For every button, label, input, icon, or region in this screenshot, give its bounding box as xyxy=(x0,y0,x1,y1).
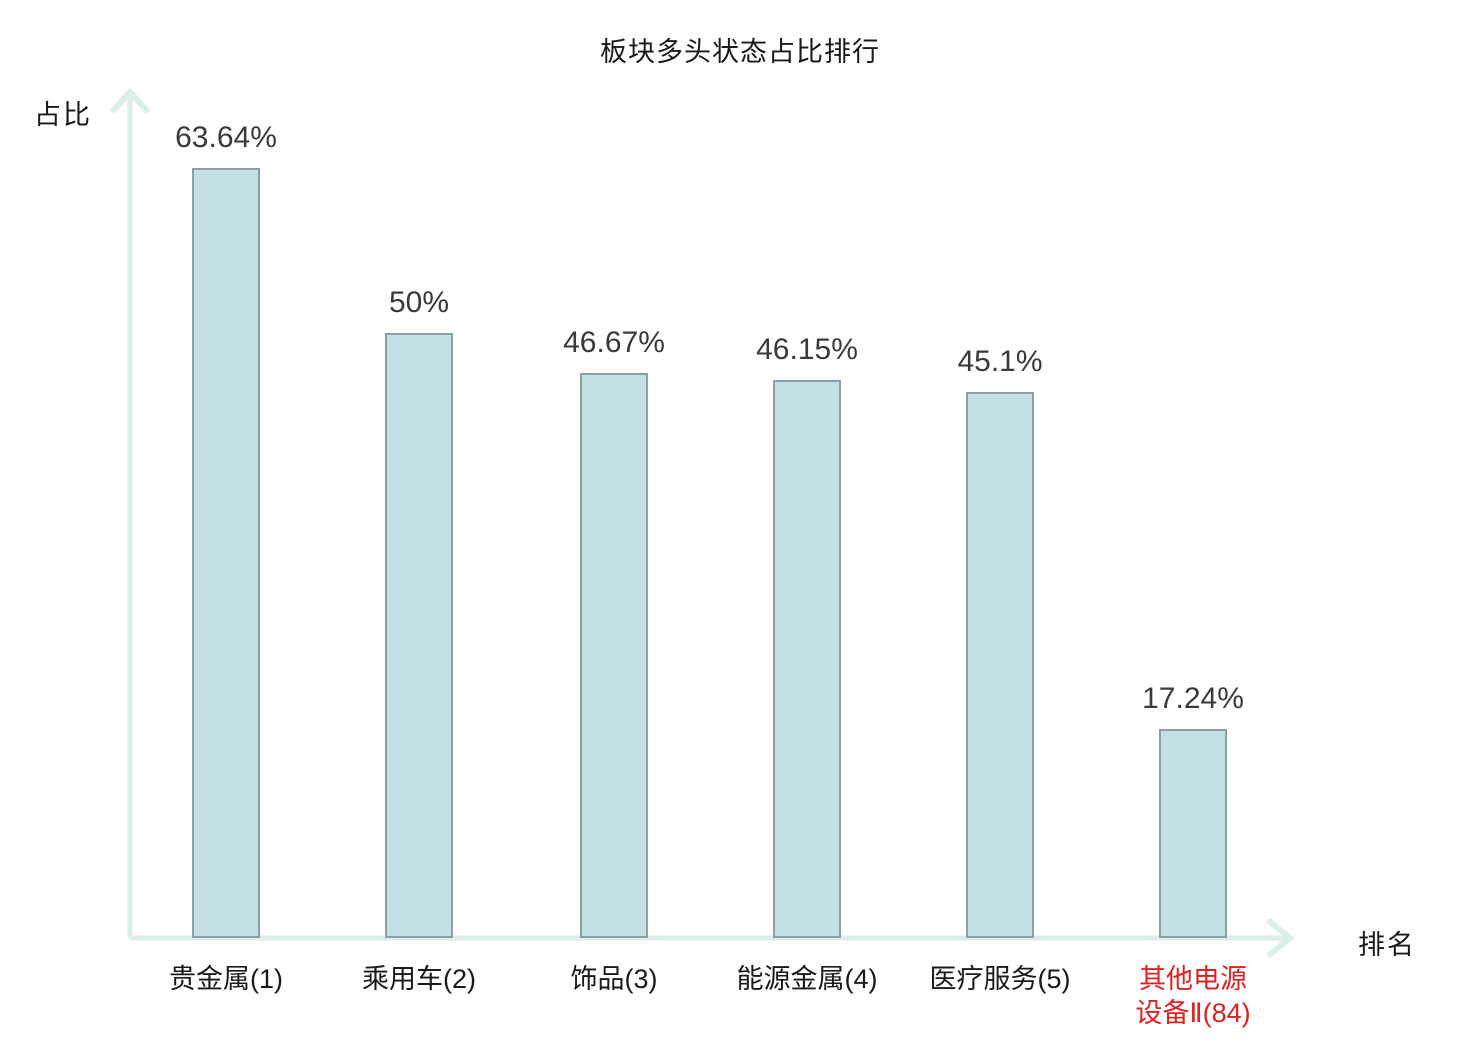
bar xyxy=(385,333,453,938)
bar-value-label: 46.15% xyxy=(756,333,858,366)
bar xyxy=(773,380,841,938)
category-label: 其他电源 设备Ⅱ(84) xyxy=(1135,964,1251,1028)
bar xyxy=(966,392,1034,938)
category-label: 乘用车(2) xyxy=(362,964,476,994)
bar xyxy=(1159,729,1227,938)
category-label: 医疗服务(5) xyxy=(929,964,1071,994)
x-axis-label: 排名 xyxy=(1358,930,1416,960)
bar-value-label: 46.67% xyxy=(563,326,665,359)
bar-value-label: 45.1% xyxy=(957,345,1043,378)
y-axis-label: 占比 xyxy=(34,100,92,130)
category-label: 饰品(3) xyxy=(570,964,658,994)
x-axis-arrow-icon xyxy=(1266,917,1295,959)
y-axis-arrow-icon xyxy=(109,87,151,115)
bar xyxy=(192,168,260,938)
chart-title: 板块多头状态占比排行 xyxy=(600,37,880,67)
bar-value-label: 63.64% xyxy=(175,121,277,154)
bar-value-label: 17.24% xyxy=(1142,682,1244,715)
category-label: 能源金属(4) xyxy=(736,964,878,994)
category-label: 贵金属(1) xyxy=(169,964,283,994)
bar-value-label: 50% xyxy=(388,286,450,319)
bar xyxy=(580,373,648,938)
